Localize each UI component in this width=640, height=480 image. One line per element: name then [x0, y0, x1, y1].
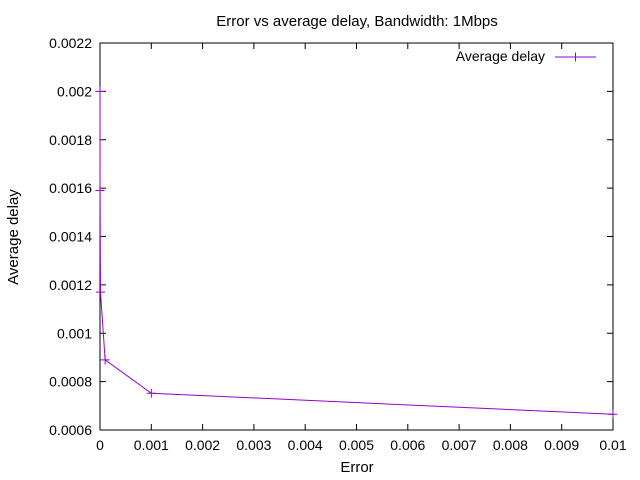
y-axis: 0.0006 0.0008 0.001 0.0012 0.0014 0.0016 0.001… — [49, 35, 613, 438]
x-tick-label: 0 — [96, 437, 104, 453]
y-tick-label: 0.0014 — [49, 229, 92, 245]
series-layer — [95, 86, 618, 419]
x-tick-label: 0.006 — [390, 437, 425, 453]
y-tick-label: 0.0012 — [49, 277, 92, 293]
y-tick-label: 0.0018 — [49, 132, 92, 148]
y-tick-label: 0.001 — [57, 325, 92, 341]
y-tick-label: 0.0006 — [49, 422, 92, 438]
x-tick-label: 0.001 — [134, 437, 169, 453]
x-tick-label: 0.008 — [493, 437, 528, 453]
data-point — [146, 388, 156, 398]
data-point — [95, 86, 105, 96]
x-tick-label: 0.009 — [544, 437, 579, 453]
x-tick-label: 0.007 — [442, 437, 477, 453]
x-axis: 0 0.001 0.002 0.003 0.004 0.005 0.006 0.007 0.00… — [96, 43, 627, 453]
legend-label: Average delay — [456, 48, 545, 64]
x-tick-label: 0.003 — [236, 437, 271, 453]
y-tick-label: 0.0008 — [49, 374, 92, 390]
x-tick-label: 0.004 — [288, 437, 323, 453]
y-tick-label: 0.0016 — [49, 180, 92, 196]
legend-marker — [571, 52, 580, 62]
data-point — [100, 355, 110, 365]
y-tick-label: 0.0022 — [49, 35, 92, 51]
y-tick-label: 0.002 — [57, 83, 92, 99]
data-point — [95, 186, 105, 196]
x-tick-label: 0.005 — [339, 437, 374, 453]
x-axis-title: Error — [340, 459, 373, 476]
chart-title: Error vs average delay, Bandwidth: 1Mbps — [216, 13, 498, 30]
y-axis-title: Average delay — [5, 189, 22, 285]
data-point — [608, 409, 618, 419]
data-point — [96, 287, 106, 297]
plot-frame — [99, 42, 614, 431]
series-line — [99, 91, 614, 415]
legend: Average delay — [456, 48, 596, 64]
x-tick-label: 0.01 — [599, 437, 626, 453]
x-tick-label: 0.002 — [185, 437, 220, 453]
